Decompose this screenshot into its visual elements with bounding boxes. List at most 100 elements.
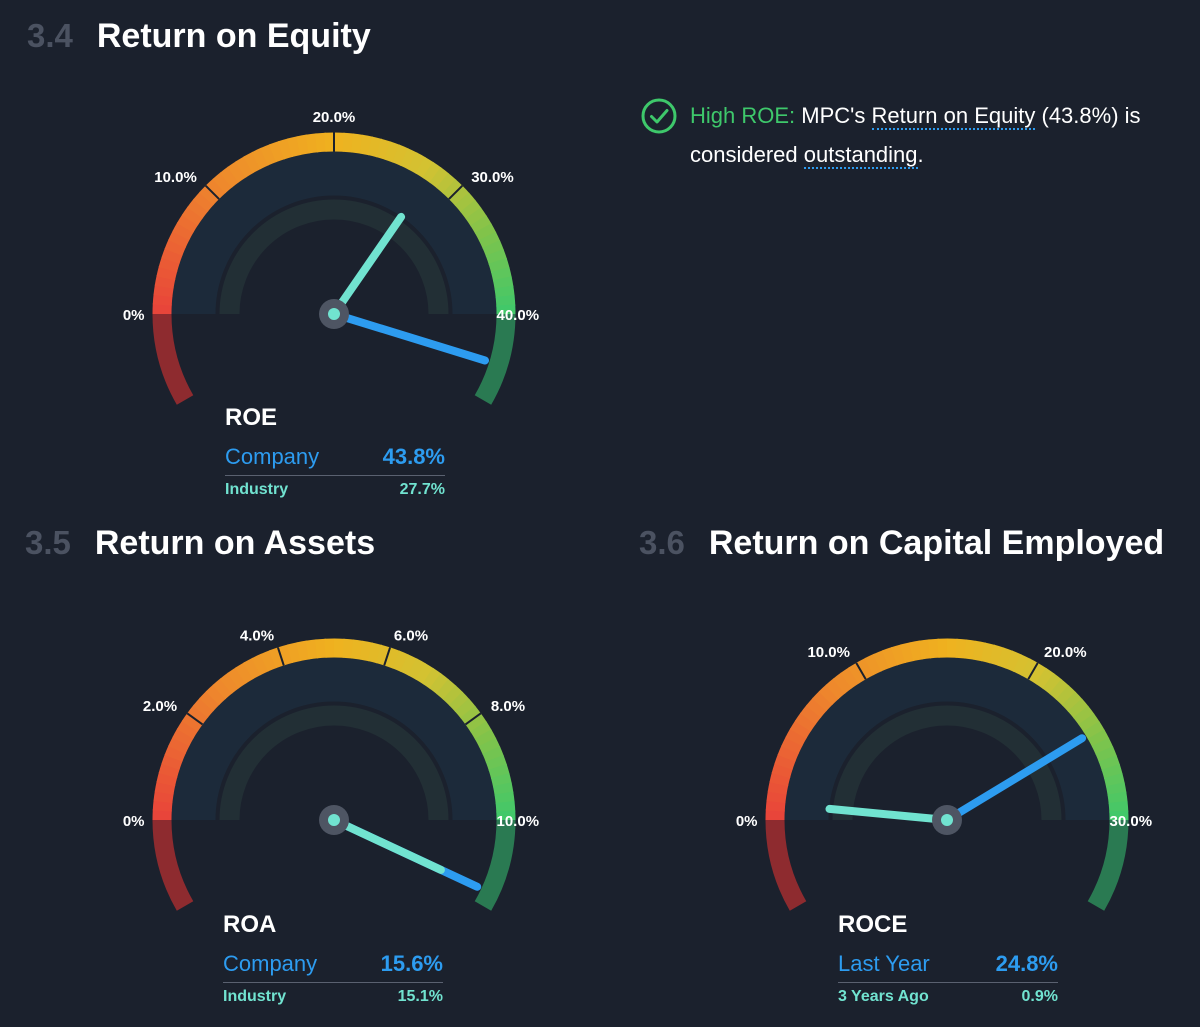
gauge-needle-secondary bbox=[330, 816, 445, 874]
gauge-tick-label: 40.0% bbox=[497, 307, 540, 324]
section-title: Return on Capital Employed bbox=[708, 524, 1165, 562]
legend-series-value: 0.9% bbox=[1021, 988, 1058, 1005]
roce-gauge: 0% 10.0% 20.0% 30.0% bbox=[736, 638, 1152, 911]
gauge-high-extension bbox=[474, 819, 516, 911]
gauge-scale-segment bbox=[448, 691, 470, 713]
gauge-scale-segment bbox=[205, 684, 227, 706]
gauge-inner-band bbox=[171, 151, 497, 315]
insight-text-part: . bbox=[917, 142, 924, 167]
gauge-tick-label: 8.0% bbox=[491, 698, 525, 715]
gauge-tick-label: 30.0% bbox=[471, 169, 514, 186]
gauge-scale-segment bbox=[315, 638, 327, 659]
gauge-scale-segment bbox=[422, 161, 442, 184]
gauge-scale-segment bbox=[765, 799, 786, 812]
gauge-scale-segment bbox=[172, 728, 194, 747]
gauge-scale-segment bbox=[376, 138, 392, 160]
gauge-scale-segment bbox=[442, 685, 464, 706]
gauge-scale-segment bbox=[1098, 754, 1121, 771]
gauge-scale-segment bbox=[928, 638, 940, 659]
gauge-scale-segment bbox=[1028, 662, 1047, 685]
gauge-scale-segment bbox=[436, 678, 457, 701]
gauge-scale-segment bbox=[315, 132, 327, 153]
gauge-scale-segment bbox=[212, 678, 233, 700]
legend-series-value: 15.1% bbox=[397, 988, 443, 1005]
roa-legend: ROA Company 15.6% Industry 15.1% bbox=[223, 911, 443, 1006]
gauge-inner-band bbox=[171, 657, 497, 821]
gauge-scale-segment bbox=[260, 144, 277, 166]
gauge-tick-label: 4.0% bbox=[240, 628, 274, 645]
roe-legend: ROE Company 43.8% Industry 27.7% bbox=[225, 404, 445, 499]
gauge-tick-label: 20.0% bbox=[1044, 644, 1087, 661]
gauge-scale-segment bbox=[1078, 713, 1100, 733]
gauge-scale-segment bbox=[494, 285, 515, 299]
gauge-scale-segment bbox=[485, 754, 508, 771]
gauge-scale-segment bbox=[495, 295, 516, 307]
gauge-tick-label: 0% bbox=[123, 307, 145, 324]
gauge-scale-segment bbox=[454, 698, 476, 719]
gauge-scale-segment bbox=[342, 132, 355, 153]
gauge-scale-segment bbox=[474, 223, 497, 242]
gauge-scale-segment bbox=[470, 721, 492, 740]
gauge-tick-label: 10.0% bbox=[154, 169, 197, 186]
legend-series-name: Industry bbox=[225, 481, 289, 498]
gauge-scale-segment bbox=[367, 642, 383, 664]
gauge-scale-segment bbox=[1005, 650, 1022, 673]
gauge-scale-segment bbox=[492, 276, 514, 290]
gauge-scale-segment bbox=[492, 782, 514, 796]
gauge-scale-segment bbox=[429, 673, 450, 695]
gauge-scale-segment bbox=[864, 653, 882, 676]
outstanding-link[interactable]: outstanding bbox=[803, 142, 918, 169]
gauge-scale-segment bbox=[1013, 654, 1031, 676]
gauge-tick bbox=[383, 647, 392, 666]
gauge-scale-segment bbox=[470, 215, 492, 234]
gauge-scale-segment bbox=[219, 672, 240, 694]
roe-section-heading: 3.4 Return on Equity bbox=[27, 17, 371, 56]
gauge-scale-segment bbox=[794, 712, 817, 732]
gauge-scale-segment bbox=[176, 214, 199, 233]
legend-row-company: Company 43.8% bbox=[225, 444, 445, 476]
gauge-scale-segment bbox=[1055, 685, 1077, 706]
gauge-scale-segment bbox=[400, 654, 418, 676]
gauge-scale-segment bbox=[152, 293, 173, 306]
gauge-tick bbox=[204, 184, 220, 200]
gauge-scale-segment bbox=[392, 144, 409, 167]
gauge-scale-segment bbox=[488, 763, 510, 780]
gauge-scale-segment bbox=[1073, 705, 1095, 726]
gauge-scale-segment bbox=[407, 658, 426, 680]
check-circle-icon bbox=[641, 98, 677, 134]
legend-row-3-years-ago: 3 Years Ago 0.9% bbox=[838, 983, 1058, 1006]
gauge-scale-segment bbox=[997, 647, 1014, 669]
gauge-scale-segment bbox=[1103, 773, 1125, 788]
gauge-scale-segment bbox=[918, 639, 932, 660]
gauge-low-extension bbox=[152, 313, 194, 405]
section-title: Return on Equity bbox=[96, 17, 371, 55]
gauge-scale-segment bbox=[251, 653, 269, 676]
gauge-low-extension bbox=[765, 819, 807, 911]
gauge-tick-label: 20.0% bbox=[313, 109, 356, 126]
gauge-scale-segment bbox=[482, 240, 504, 257]
gauge-scale-segment bbox=[187, 198, 209, 219]
gauge-scale-segment bbox=[881, 646, 898, 669]
gauge-scale-segment bbox=[482, 746, 504, 763]
gauge-scale-segment bbox=[856, 657, 875, 680]
gauge-scale-segment bbox=[227, 161, 247, 183]
gauge-scale-segment bbox=[156, 265, 178, 281]
gauge-scale-segment bbox=[771, 762, 793, 778]
gauge-scale-segment bbox=[972, 640, 986, 662]
gauge-scale-segment bbox=[407, 152, 426, 174]
gauge-scale-segment bbox=[350, 639, 364, 660]
gauge-needle-secondary bbox=[825, 804, 951, 824]
gauge-scale-segment bbox=[342, 638, 355, 659]
gauge-scale-segment bbox=[429, 167, 450, 189]
gauge-scale-segment bbox=[980, 642, 996, 664]
gauge-scale-segment bbox=[818, 684, 840, 706]
gauge-scale-segment bbox=[474, 729, 497, 748]
legend-series-value: 43.8% bbox=[382, 444, 445, 469]
return-on-equity-link[interactable]: Return on Equity bbox=[871, 103, 1036, 130]
gauge-needle-secondary bbox=[330, 212, 406, 318]
gauge-scale-segment bbox=[277, 138, 294, 160]
gauge-scale-segment bbox=[268, 140, 285, 163]
gauge-scale-segment bbox=[436, 172, 457, 195]
gauge-scale-segment bbox=[460, 199, 482, 220]
legend-series-name: Company bbox=[223, 951, 318, 976]
